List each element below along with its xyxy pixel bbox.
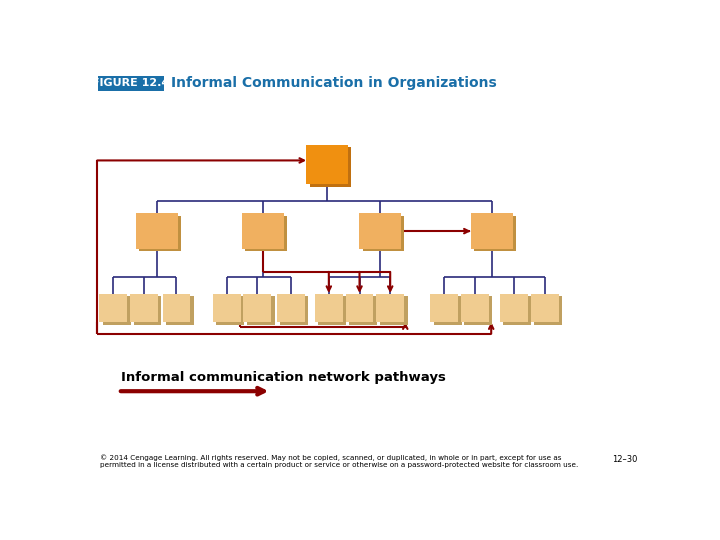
- FancyBboxPatch shape: [363, 216, 405, 251]
- FancyBboxPatch shape: [306, 145, 348, 184]
- FancyBboxPatch shape: [213, 294, 240, 322]
- FancyBboxPatch shape: [503, 296, 531, 325]
- FancyBboxPatch shape: [474, 216, 516, 251]
- FancyBboxPatch shape: [133, 296, 161, 325]
- FancyBboxPatch shape: [136, 213, 178, 249]
- FancyBboxPatch shape: [534, 296, 562, 325]
- FancyBboxPatch shape: [243, 294, 271, 322]
- FancyBboxPatch shape: [359, 213, 401, 249]
- FancyBboxPatch shape: [166, 296, 194, 325]
- FancyBboxPatch shape: [310, 147, 351, 187]
- FancyBboxPatch shape: [280, 296, 308, 325]
- FancyBboxPatch shape: [243, 294, 271, 322]
- FancyBboxPatch shape: [99, 294, 127, 322]
- FancyBboxPatch shape: [349, 296, 377, 325]
- Text: 12–30: 12–30: [613, 455, 638, 464]
- FancyBboxPatch shape: [431, 294, 459, 322]
- FancyBboxPatch shape: [461, 294, 489, 322]
- FancyBboxPatch shape: [464, 296, 492, 325]
- FancyBboxPatch shape: [461, 294, 489, 322]
- FancyBboxPatch shape: [500, 294, 528, 322]
- FancyBboxPatch shape: [163, 294, 190, 322]
- FancyBboxPatch shape: [103, 296, 131, 325]
- FancyBboxPatch shape: [306, 145, 348, 184]
- FancyBboxPatch shape: [247, 296, 275, 325]
- FancyBboxPatch shape: [363, 216, 405, 251]
- FancyBboxPatch shape: [534, 296, 562, 325]
- FancyBboxPatch shape: [315, 294, 343, 322]
- FancyBboxPatch shape: [503, 296, 531, 325]
- FancyBboxPatch shape: [359, 213, 401, 249]
- FancyBboxPatch shape: [310, 147, 351, 187]
- FancyBboxPatch shape: [531, 294, 559, 322]
- FancyBboxPatch shape: [216, 296, 244, 325]
- FancyBboxPatch shape: [140, 216, 181, 251]
- FancyBboxPatch shape: [140, 216, 181, 251]
- FancyBboxPatch shape: [471, 213, 513, 249]
- FancyBboxPatch shape: [379, 296, 408, 325]
- FancyBboxPatch shape: [216, 296, 244, 325]
- FancyBboxPatch shape: [277, 294, 305, 322]
- FancyBboxPatch shape: [166, 296, 194, 325]
- FancyBboxPatch shape: [315, 294, 343, 322]
- FancyBboxPatch shape: [277, 294, 305, 322]
- FancyBboxPatch shape: [247, 296, 275, 325]
- FancyBboxPatch shape: [133, 296, 161, 325]
- FancyBboxPatch shape: [98, 76, 163, 91]
- FancyBboxPatch shape: [379, 296, 408, 325]
- FancyBboxPatch shape: [99, 294, 127, 322]
- Text: FIGURE 12.4: FIGURE 12.4: [92, 78, 169, 88]
- Text: Informal communication network pathways: Informal communication network pathways: [121, 371, 446, 384]
- FancyBboxPatch shape: [474, 216, 516, 251]
- FancyBboxPatch shape: [213, 294, 240, 322]
- FancyBboxPatch shape: [377, 294, 404, 322]
- FancyBboxPatch shape: [130, 294, 158, 322]
- FancyBboxPatch shape: [163, 294, 190, 322]
- FancyBboxPatch shape: [242, 213, 284, 249]
- FancyBboxPatch shape: [377, 294, 404, 322]
- FancyBboxPatch shape: [246, 216, 287, 251]
- FancyBboxPatch shape: [246, 216, 287, 251]
- FancyBboxPatch shape: [464, 296, 492, 325]
- FancyBboxPatch shape: [242, 213, 284, 249]
- FancyBboxPatch shape: [280, 296, 308, 325]
- FancyBboxPatch shape: [318, 296, 346, 325]
- FancyBboxPatch shape: [500, 294, 528, 322]
- Text: © 2014 Cengage Learning. All rights reserved. May not be copied, scanned, or dup: © 2014 Cengage Learning. All rights rese…: [100, 455, 578, 469]
- FancyBboxPatch shape: [136, 213, 178, 249]
- FancyBboxPatch shape: [346, 294, 374, 322]
- FancyBboxPatch shape: [433, 296, 462, 325]
- FancyBboxPatch shape: [433, 296, 462, 325]
- Text: Informal Communication in Organizations: Informal Communication in Organizations: [171, 76, 497, 90]
- FancyBboxPatch shape: [349, 296, 377, 325]
- FancyBboxPatch shape: [531, 294, 559, 322]
- FancyBboxPatch shape: [318, 296, 346, 325]
- FancyBboxPatch shape: [103, 296, 131, 325]
- FancyBboxPatch shape: [431, 294, 459, 322]
- FancyBboxPatch shape: [471, 213, 513, 249]
- FancyBboxPatch shape: [130, 294, 158, 322]
- FancyBboxPatch shape: [346, 294, 374, 322]
